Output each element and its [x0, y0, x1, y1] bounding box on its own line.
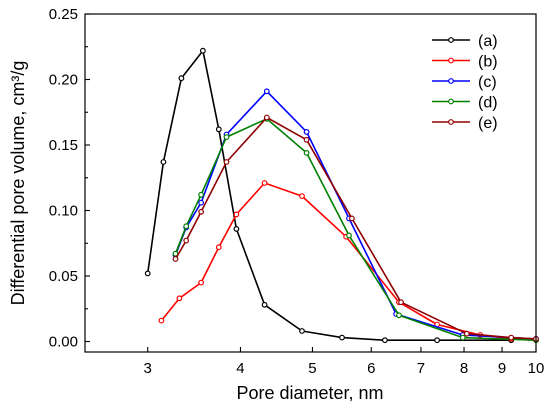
data-point-e: [198, 208, 205, 215]
data-point-b: [158, 317, 165, 324]
axis-ticks: 0.00 0.05 0.10 0.15 0.20 0.25 3 4 5 6 7 8 9 10: [49, 6, 545, 377]
x-tick-label: 6: [367, 360, 375, 377]
data-point-c: [263, 88, 270, 95]
data-point-d: [198, 191, 205, 198]
data-point-e: [183, 237, 190, 244]
x-tick-label: 8: [460, 360, 468, 377]
data-point-d: [396, 312, 402, 319]
data-point-a: [233, 225, 240, 232]
data-point-a: [215, 126, 222, 133]
y-axis-label: Differential pore volume, cm³/g: [8, 61, 28, 306]
series-d: [172, 115, 539, 344]
x-tick-label: 9: [498, 360, 506, 377]
y-tick-label: 0.25: [49, 6, 78, 23]
legend-item-b: (b): [432, 54, 498, 71]
legend-item-e: (e): [432, 115, 498, 132]
x-tick-label: 3: [144, 360, 152, 377]
data-point-d: [346, 232, 352, 239]
y-tick-label: 0.10: [49, 203, 78, 220]
legend-label: (a): [478, 33, 498, 50]
data-point-e: [303, 136, 310, 143]
y-tick-label: 0.20: [49, 72, 78, 89]
data-point-b: [299, 193, 305, 200]
data-point-a: [144, 270, 151, 277]
legend-item-a: (a): [432, 33, 498, 50]
x-tick-label: 5: [308, 360, 316, 377]
x-tick-label: 4: [236, 360, 244, 377]
data-point-e: [463, 330, 470, 337]
legend-swatch-marker: [448, 37, 454, 43]
data-point-b: [233, 211, 240, 218]
series-b: [158, 180, 539, 344]
data-point-e: [349, 215, 355, 222]
data-point-b: [198, 279, 205, 286]
legend-item-d: (d): [432, 95, 498, 112]
series-line-b: [160, 182, 537, 341]
data-point-b: [261, 180, 268, 186]
data-point-a: [299, 328, 305, 334]
series-line-c: [174, 90, 537, 340]
data-point-e: [508, 334, 515, 341]
data-point-e: [263, 114, 270, 121]
data-point-e: [172, 256, 179, 262]
series-line-a: [146, 49, 512, 342]
legend-swatch-marker: [448, 119, 454, 125]
data-point-a: [261, 301, 268, 308]
data-point-a: [339, 334, 345, 341]
data-point-e: [223, 159, 230, 165]
data-point-d: [303, 149, 310, 156]
data-point-a: [160, 159, 167, 165]
legend-label: (b): [478, 54, 498, 71]
data-point-c: [303, 128, 310, 135]
series-line-d: [174, 118, 537, 341]
legend-swatch-marker: [448, 78, 454, 84]
series-e: [172, 114, 539, 342]
data-point-b: [215, 244, 222, 251]
legend-swatch-marker: [448, 57, 454, 64]
y-tick-label: 0.05: [49, 268, 78, 285]
x-axis-label: Pore diameter, nm: [236, 383, 383, 403]
plot-frame: [84, 13, 537, 353]
data-point-c: [198, 199, 205, 206]
legend-swatch-marker: [448, 98, 454, 105]
data-point-a: [199, 47, 206, 54]
data-point-a: [434, 337, 441, 344]
legend-label: (d): [478, 95, 498, 112]
legend-item-c: (c): [432, 74, 497, 91]
y-tick-label: 0.15: [49, 137, 78, 154]
data-point-d: [223, 134, 230, 141]
data-point-a: [382, 337, 388, 344]
y-tick-label: 0.00: [49, 334, 78, 351]
plot-series: [144, 47, 539, 344]
series-a: [144, 47, 515, 344]
legend: (a) (b) (c) (d) (e): [432, 33, 498, 132]
data-point-d: [183, 223, 190, 230]
legend-label: (e): [478, 115, 498, 132]
data-point-e: [398, 299, 404, 306]
data-point-d: [459, 334, 466, 341]
legend-label: (c): [478, 74, 497, 91]
x-tick-label: 10: [528, 360, 545, 377]
data-point-b: [176, 295, 183, 302]
x-tick-label: 7: [417, 360, 425, 377]
data-point-a: [178, 75, 185, 82]
